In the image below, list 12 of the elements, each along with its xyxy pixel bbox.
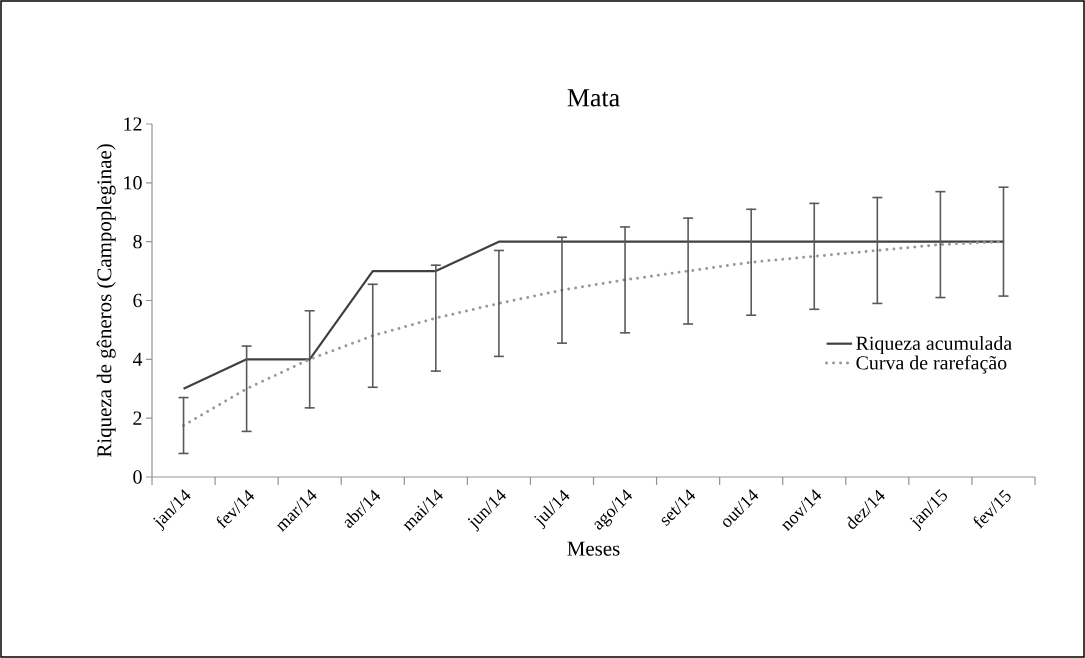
- y-tick-label: 10: [124, 176, 142, 190]
- legend-label: Riqueza acumulada: [856, 336, 1012, 355]
- y-tick-label: 2: [133, 411, 142, 425]
- y-tick-label: 6: [133, 293, 142, 308]
- y-tick-label: 0: [133, 470, 142, 484]
- chart-title: Mata: [567, 89, 620, 107]
- y-tick-label: 8: [133, 234, 142, 249]
- y-tick-label: 4: [132, 352, 143, 366]
- legend-label: Curva de rarefação: [856, 355, 1007, 374]
- y-tick-label: 12: [124, 117, 142, 131]
- x-axis-title: Meses: [567, 541, 620, 556]
- y-axis-title: Riqueza de gêneros (Campopleginae): [96, 144, 116, 458]
